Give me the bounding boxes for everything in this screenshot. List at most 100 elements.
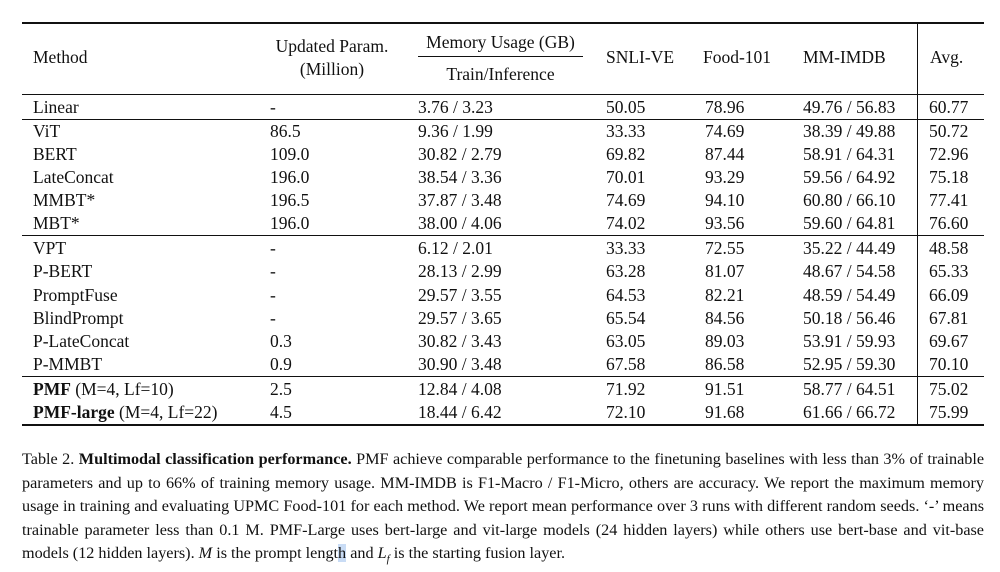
cell-food: 91.68	[705, 402, 745, 422]
group-rule-1	[22, 119, 984, 120]
cell-snli: 50.05	[606, 97, 646, 117]
cell-param: 86.5	[270, 121, 301, 141]
cell-method: PMF (M=4, Lf=10)	[33, 379, 174, 399]
cell-method: P-MMBT	[33, 354, 103, 374]
caption-symbol-f: f	[386, 553, 390, 566]
cell-avg: 65.33	[929, 261, 969, 281]
cell-avg: 72.96	[929, 144, 969, 164]
table-top-rule	[22, 22, 984, 24]
avg-column-rule	[917, 22, 918, 425]
cell-param: 2.5	[270, 379, 292, 399]
caption-body-2: is the prompt lengt	[212, 544, 339, 562]
cell-memory: 29.57 / 3.65	[418, 308, 502, 328]
cell-mmimdb: 59.56 / 64.92	[803, 167, 896, 187]
cell-snli: 74.69	[606, 190, 646, 210]
cell-memory: 30.82 / 3.43	[418, 331, 502, 351]
cell-snli: 64.53	[606, 285, 646, 305]
method-name-params: (M=4, Lf=22)	[114, 402, 218, 422]
cell-method: PromptFuse	[33, 285, 118, 305]
cell-snli: 63.05	[606, 331, 646, 351]
cell-avg: 75.99	[929, 402, 969, 422]
cell-snli: 74.02	[606, 213, 646, 233]
cell-avg: 75.02	[929, 379, 969, 399]
cell-mmimdb: 50.18 / 56.46	[803, 308, 896, 328]
cell-method: BERT	[33, 144, 77, 164]
cell-avg: 60.77	[929, 97, 969, 117]
header-food: Food-101	[703, 47, 772, 67]
cell-snli: 63.28	[606, 261, 646, 281]
cell-param: -	[270, 308, 276, 328]
caption-symbol-m: M	[198, 544, 213, 562]
cell-food: 82.21	[705, 285, 745, 305]
cell-memory: 3.76 / 3.23	[418, 97, 493, 117]
cell-param: 0.3	[270, 331, 292, 351]
caption-title: Multimodal classification performance.	[78, 450, 352, 468]
cell-avg: 48.58	[929, 238, 969, 258]
header-memory-usage: Memory Usage (GB)	[426, 32, 575, 52]
cell-method: P-BERT	[33, 261, 93, 281]
cell-avg: 70.10	[929, 354, 969, 374]
text-selection-highlight[interactable]: h	[338, 544, 347, 562]
cell-method: LateConcat	[33, 167, 114, 187]
cell-mmimdb: 48.67 / 54.58	[803, 261, 896, 281]
cell-food: 81.07	[705, 261, 745, 281]
cell-snli: 72.10	[606, 402, 646, 422]
cell-mmimdb: 35.22 / 44.49	[803, 238, 896, 258]
header-bottom-rule	[22, 94, 984, 95]
header-updated-param-1: Updated Param.	[275, 36, 389, 56]
method-name-bold: PMF-large	[33, 402, 115, 422]
cell-food: 91.51	[705, 379, 745, 399]
cell-food: 72.55	[705, 238, 745, 258]
header-avg: Avg.	[930, 47, 964, 67]
header-updated-param-2: (Million)	[299, 59, 365, 79]
cell-mmimdb: 49.76 / 56.83	[803, 97, 896, 117]
header-memory-sub: Train/Inference	[446, 64, 555, 84]
cell-mmimdb: 38.39 / 49.88	[803, 121, 896, 141]
cell-mmimdb: 58.77 / 64.51	[803, 379, 896, 399]
cell-method: Linear	[33, 97, 79, 117]
cell-mmimdb: 58.91 / 64.31	[803, 144, 896, 164]
cell-snli: 33.33	[606, 121, 646, 141]
cell-avg: 67.81	[929, 308, 969, 328]
cell-param: 4.5	[270, 402, 292, 422]
cell-food: 74.69	[705, 121, 745, 141]
table-bottom-rule	[22, 424, 984, 426]
cell-method: ViT	[33, 121, 61, 141]
group-rule-2	[22, 235, 984, 236]
cell-memory: 9.36 / 1.99	[418, 121, 493, 141]
cell-snli: 69.82	[606, 144, 646, 164]
caption-body-3: and	[346, 544, 378, 562]
method-name-bold: PMF	[33, 379, 71, 399]
cell-avg: 66.09	[929, 285, 969, 305]
cell-param: 109.0	[270, 144, 310, 164]
cell-method: MMBT*	[33, 190, 96, 210]
cell-avg: 69.67	[929, 331, 969, 351]
cell-param: 0.9	[270, 354, 292, 374]
cell-snli: 65.54	[606, 308, 646, 328]
cell-param: -	[270, 285, 276, 305]
cell-food: 78.96	[705, 97, 745, 117]
cell-food: 86.58	[705, 354, 745, 374]
cell-mmimdb: 60.80 / 66.10	[803, 190, 896, 210]
header-snli: SNLI-VE	[606, 47, 675, 67]
cell-param: 196.0	[270, 213, 310, 233]
cell-food: 89.03	[705, 331, 745, 351]
cell-avg: 50.72	[929, 121, 969, 141]
cell-memory: 38.00 / 4.06	[418, 213, 502, 233]
cell-avg: 75.18	[929, 167, 969, 187]
caption-symbol-lf: Lf	[378, 544, 390, 566]
cell-food: 94.10	[705, 190, 745, 210]
cell-param: 196.0	[270, 167, 310, 187]
cell-avg: 77.41	[929, 190, 969, 210]
cell-memory: 38.54 / 3.36	[418, 167, 502, 187]
cell-snli: 33.33	[606, 238, 646, 258]
memory-subheader-rule	[418, 56, 583, 57]
cell-param: -	[270, 261, 276, 281]
cell-memory: 29.57 / 3.55	[418, 285, 502, 305]
cell-mmimdb: 61.66 / 66.72	[803, 402, 896, 422]
cell-memory: 37.87 / 3.48	[418, 190, 502, 210]
cell-snli: 70.01	[606, 167, 646, 187]
group-rule-3	[22, 376, 984, 377]
caption-label: Table 2.	[22, 450, 75, 468]
